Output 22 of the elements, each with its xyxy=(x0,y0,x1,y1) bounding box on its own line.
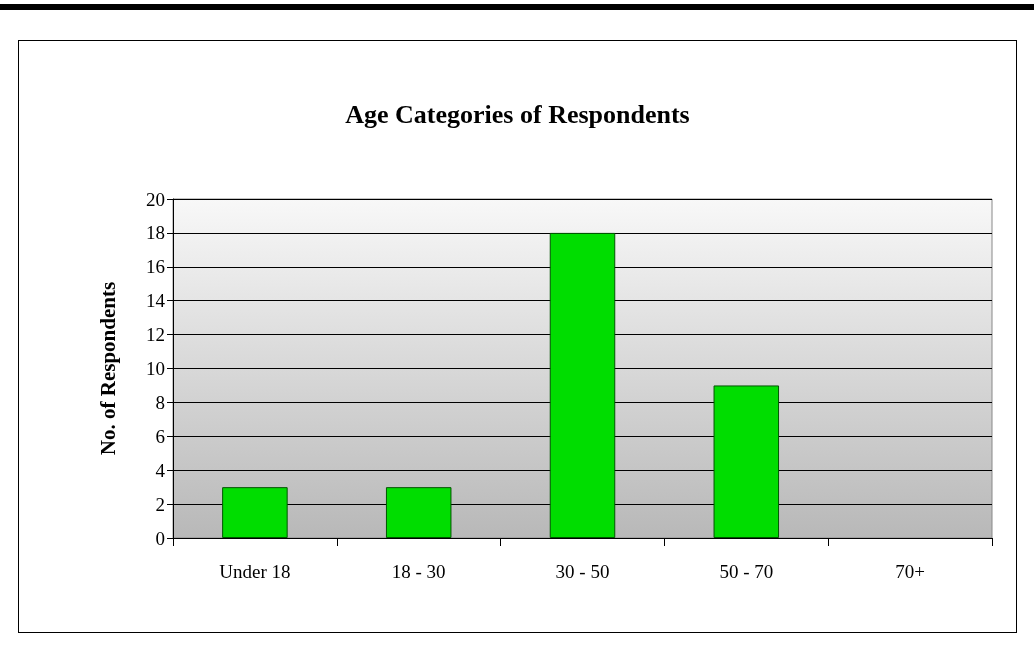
y-tick-label: 4 xyxy=(155,459,166,481)
y-tick-label: 20 xyxy=(146,188,165,210)
y-tick-label: 0 xyxy=(155,527,165,549)
y-tick-label: 12 xyxy=(146,324,165,346)
x-tick-label: 30 - 50 xyxy=(555,561,610,582)
y-tick-label: 14 xyxy=(146,290,166,312)
chart-title: Age Categories of Respondents xyxy=(345,99,690,129)
x-tick-label: 18 - 30 xyxy=(391,561,446,582)
y-tick-label: 2 xyxy=(155,493,165,515)
x-tick-label: 70+ xyxy=(895,561,925,582)
bar xyxy=(713,385,780,538)
y-tick-label: 10 xyxy=(146,358,165,379)
y-tick-label: 6 xyxy=(155,425,165,447)
x-tick-label: Under 18 xyxy=(219,561,291,582)
y-axis-title: No. of Respondents xyxy=(95,281,120,456)
y-tick-label: 16 xyxy=(146,256,165,278)
bar xyxy=(385,487,452,538)
y-tick-label: 8 xyxy=(155,391,165,413)
bar xyxy=(222,487,288,538)
y-tick-label: 18 xyxy=(146,222,165,244)
bar xyxy=(549,232,616,538)
x-tick-label: 50 - 70 xyxy=(719,561,774,582)
